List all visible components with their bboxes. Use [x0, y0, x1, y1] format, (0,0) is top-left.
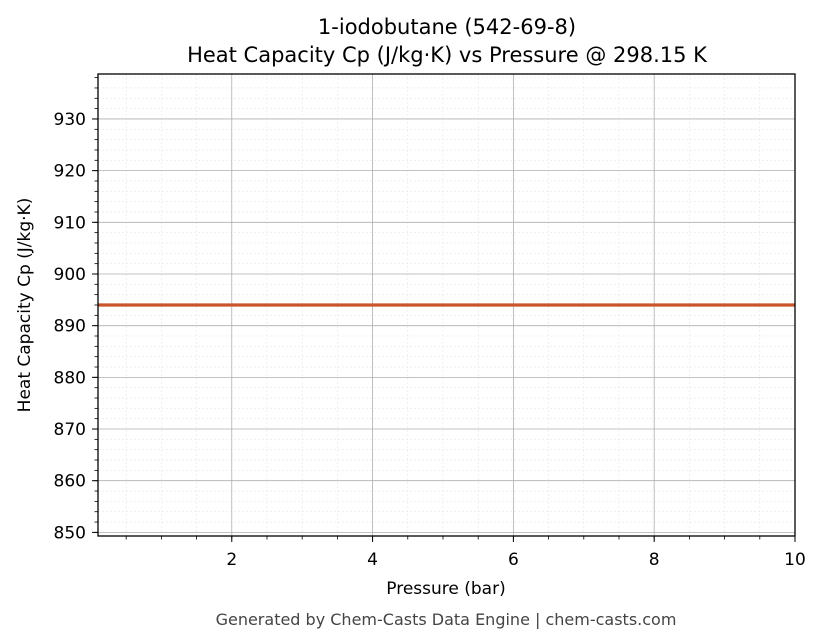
y-tick-label: 920: [54, 162, 86, 182]
y-axis-label: Heat Capacity Cp (J/kg·K): [15, 198, 35, 413]
chart-title-line1: 1-iodobutane (542-69-8): [318, 15, 576, 39]
y-tick-label: 910: [54, 213, 86, 233]
y-tick-label: 900: [54, 265, 86, 285]
y-tick-label: 890: [54, 317, 86, 337]
x-tick-label: 8: [649, 550, 660, 570]
x-tick-label: 4: [367, 550, 378, 570]
y-tick-label: 880: [54, 368, 86, 388]
x-tick-label: 10: [784, 550, 806, 570]
tick-labels: 2 4 6 8 10 850 860 870 880 890 900 910 920 930: [54, 110, 806, 570]
chart-title-line2: Heat Capacity Cp (J/kg·K) vs Pressure @ …: [187, 43, 708, 67]
y-tick-label: 860: [54, 472, 86, 492]
axis-ticks: [92, 77, 796, 542]
y-tick-label: 850: [54, 523, 86, 543]
x-tick-label: 2: [226, 550, 237, 570]
x-axis-label: Pressure (bar): [386, 579, 505, 599]
y-tick-label: 870: [54, 420, 86, 440]
y-tick-label: 930: [54, 110, 86, 130]
x-tick-label: 6: [508, 550, 519, 570]
footer-credit: Generated by Chem-Casts Data Engine | ch…: [216, 610, 677, 629]
